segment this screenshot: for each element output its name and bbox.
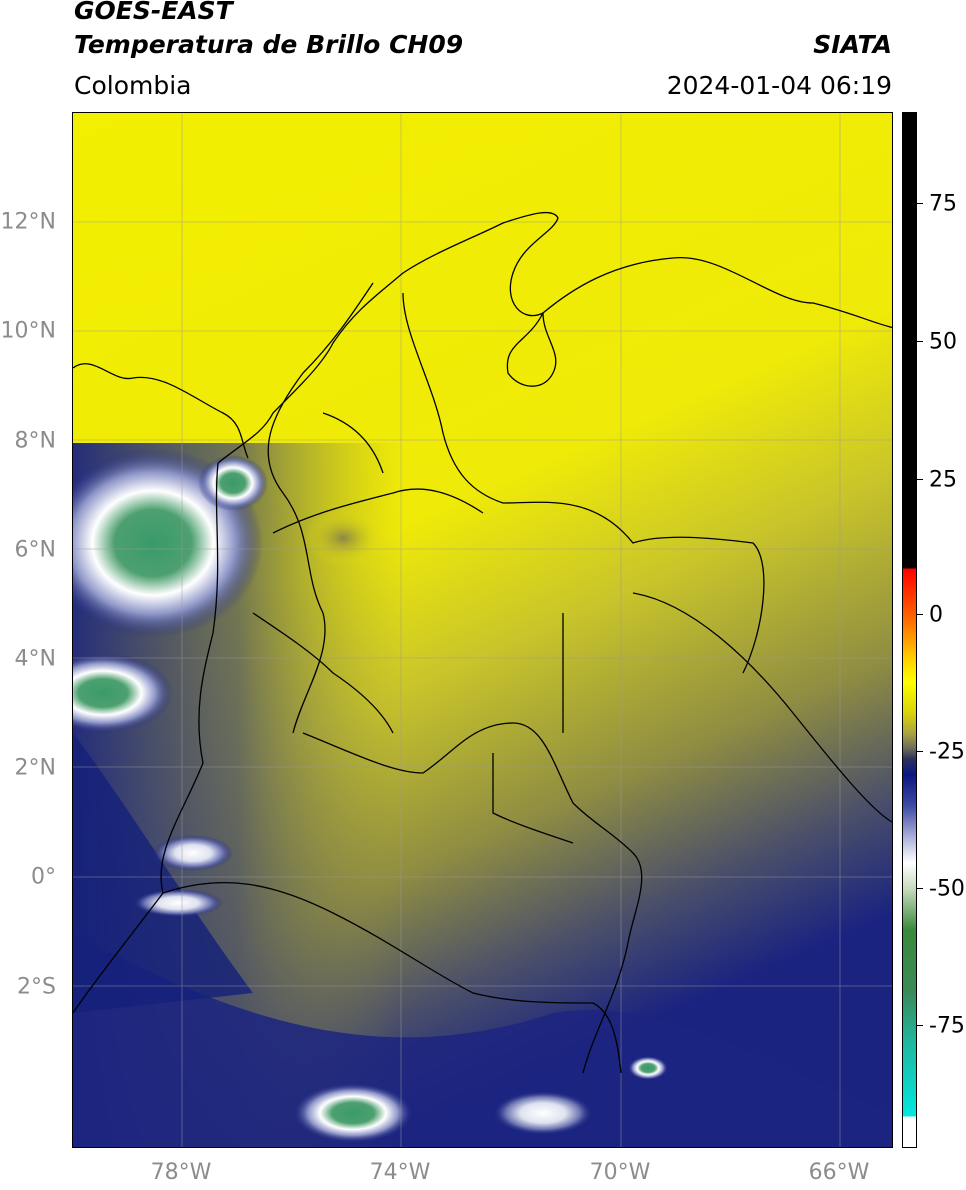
andes-west xyxy=(267,282,374,734)
brand-label: SIATA xyxy=(813,30,892,59)
panama-coast xyxy=(73,363,249,459)
lon-label-70w: 70°W xyxy=(589,1160,651,1185)
lon-label-74w: 74°W xyxy=(369,1160,431,1185)
lat-label-2s: 2°S xyxy=(17,974,56,1000)
colorbar-label-minus25: -25 xyxy=(929,739,965,765)
lat-label-8n: 8°N xyxy=(14,428,56,454)
colorbar-tick xyxy=(917,1025,923,1026)
lon-label-66w: 66°W xyxy=(808,1160,870,1185)
colorbar-tick xyxy=(917,614,923,615)
product-title: Temperatura de Brillo CH09 xyxy=(74,30,464,59)
temperature-colorbar xyxy=(902,112,917,1148)
colorbar-label-0: 0 xyxy=(929,602,943,628)
pacific-coast xyxy=(73,462,219,1014)
region-label: Colombia xyxy=(74,71,192,100)
orinoco-border xyxy=(402,292,765,674)
convective-cloud-amazon xyxy=(293,1083,413,1143)
peru-border xyxy=(162,881,622,1074)
colorbar-tick xyxy=(917,203,923,204)
lat-label-4n: 4°N xyxy=(14,646,56,672)
colorbar-label-75: 75 xyxy=(929,191,957,217)
lake-maracaibo xyxy=(506,312,557,387)
colorbar-label-50: 50 xyxy=(929,329,957,355)
colorbar-tick xyxy=(917,341,923,342)
caribbean-coast xyxy=(217,211,892,464)
amazon-border xyxy=(302,722,643,1074)
lat-label-2n: 2°N xyxy=(14,755,56,781)
map-canvas xyxy=(73,113,892,1147)
colorbar-label-minus50: -50 xyxy=(929,876,965,902)
data-source-title: GOES-EAST xyxy=(74,0,233,25)
colorbar-tick xyxy=(917,888,923,889)
convective-cloud-south-pacific xyxy=(73,653,173,733)
colorbar-tick xyxy=(917,751,923,752)
colorbar-tick xyxy=(917,479,923,480)
lon-label-78w: 78°W xyxy=(150,1160,212,1185)
timestamp-label: 2024-01-04 06:19 xyxy=(666,71,892,100)
lat-label-12n: 12°N xyxy=(0,209,56,235)
satellite-map[interactable] xyxy=(72,112,893,1148)
colorbar-label-25: 25 xyxy=(929,467,957,493)
lat-label-10n: 10°N xyxy=(0,318,56,344)
colorbar-label-minus75: -75 xyxy=(929,1013,965,1039)
lat-label-6n: 6°N xyxy=(14,537,56,563)
lat-label-0: 0° xyxy=(31,864,56,890)
graticule xyxy=(73,113,892,1147)
political-boundaries xyxy=(73,211,892,1074)
southern-cold-band xyxy=(73,933,892,1147)
